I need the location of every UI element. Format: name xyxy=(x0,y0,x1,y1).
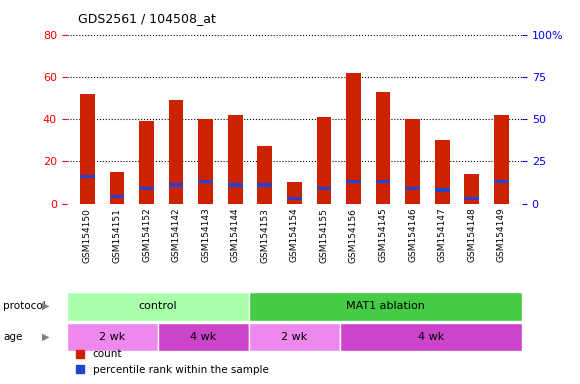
Bar xyxy=(435,189,450,192)
Bar xyxy=(494,115,509,204)
Bar xyxy=(67,292,249,321)
Bar xyxy=(435,140,450,204)
Bar xyxy=(139,121,154,204)
Bar xyxy=(198,180,213,183)
Bar xyxy=(287,197,302,200)
Text: GSM154151: GSM154151 xyxy=(113,208,121,263)
Text: GSM154147: GSM154147 xyxy=(438,208,447,263)
Bar xyxy=(317,117,331,204)
Text: GDS2561 / 104508_at: GDS2561 / 104508_at xyxy=(78,12,216,25)
Bar xyxy=(249,323,340,351)
Text: 2 wk: 2 wk xyxy=(99,332,125,342)
Text: control: control xyxy=(139,301,177,311)
Bar xyxy=(405,187,420,190)
Bar xyxy=(376,180,390,183)
Bar xyxy=(249,292,522,321)
Text: GSM154154: GSM154154 xyxy=(290,208,299,263)
Text: 2 wk: 2 wk xyxy=(281,332,307,342)
Bar xyxy=(405,119,420,204)
Bar xyxy=(169,100,183,204)
Text: age: age xyxy=(3,332,22,342)
Text: GSM154150: GSM154150 xyxy=(83,208,92,263)
Bar xyxy=(465,197,479,200)
Bar xyxy=(346,180,361,183)
Text: 4 wk: 4 wk xyxy=(418,332,444,342)
Text: GSM154149: GSM154149 xyxy=(497,208,506,263)
Bar xyxy=(158,323,249,351)
Text: GSM154148: GSM154148 xyxy=(467,208,476,263)
Text: GSM154145: GSM154145 xyxy=(379,208,387,263)
Text: GSM154156: GSM154156 xyxy=(349,208,358,263)
Text: protocol: protocol xyxy=(3,301,46,311)
Text: GSM154153: GSM154153 xyxy=(260,208,269,263)
Bar xyxy=(110,195,124,199)
Bar xyxy=(80,94,95,204)
Bar xyxy=(169,183,183,187)
Text: GSM154143: GSM154143 xyxy=(201,208,210,263)
Bar xyxy=(376,92,390,204)
Bar xyxy=(465,174,479,204)
Bar xyxy=(110,172,124,204)
Bar xyxy=(198,119,213,204)
Text: GSM154142: GSM154142 xyxy=(172,208,180,262)
Bar xyxy=(258,183,272,187)
Bar xyxy=(340,323,522,351)
Legend: count, percentile rank within the sample: count, percentile rank within the sample xyxy=(72,345,273,379)
Text: GSM154155: GSM154155 xyxy=(320,208,328,263)
Bar xyxy=(346,73,361,204)
Text: GSM154144: GSM154144 xyxy=(231,208,240,262)
Bar xyxy=(287,182,302,204)
Text: ▶: ▶ xyxy=(42,332,49,342)
Bar xyxy=(258,147,272,204)
Bar xyxy=(494,180,509,183)
Text: GSM154152: GSM154152 xyxy=(142,208,151,263)
Text: MAT1 ablation: MAT1 ablation xyxy=(346,301,425,311)
Text: GSM154146: GSM154146 xyxy=(408,208,417,263)
Bar xyxy=(80,175,95,178)
Bar xyxy=(67,323,158,351)
Bar xyxy=(317,187,331,190)
Bar xyxy=(139,187,154,190)
Text: 4 wk: 4 wk xyxy=(190,332,216,342)
Text: ▶: ▶ xyxy=(42,301,49,311)
Bar xyxy=(228,183,242,187)
Bar xyxy=(228,115,242,204)
